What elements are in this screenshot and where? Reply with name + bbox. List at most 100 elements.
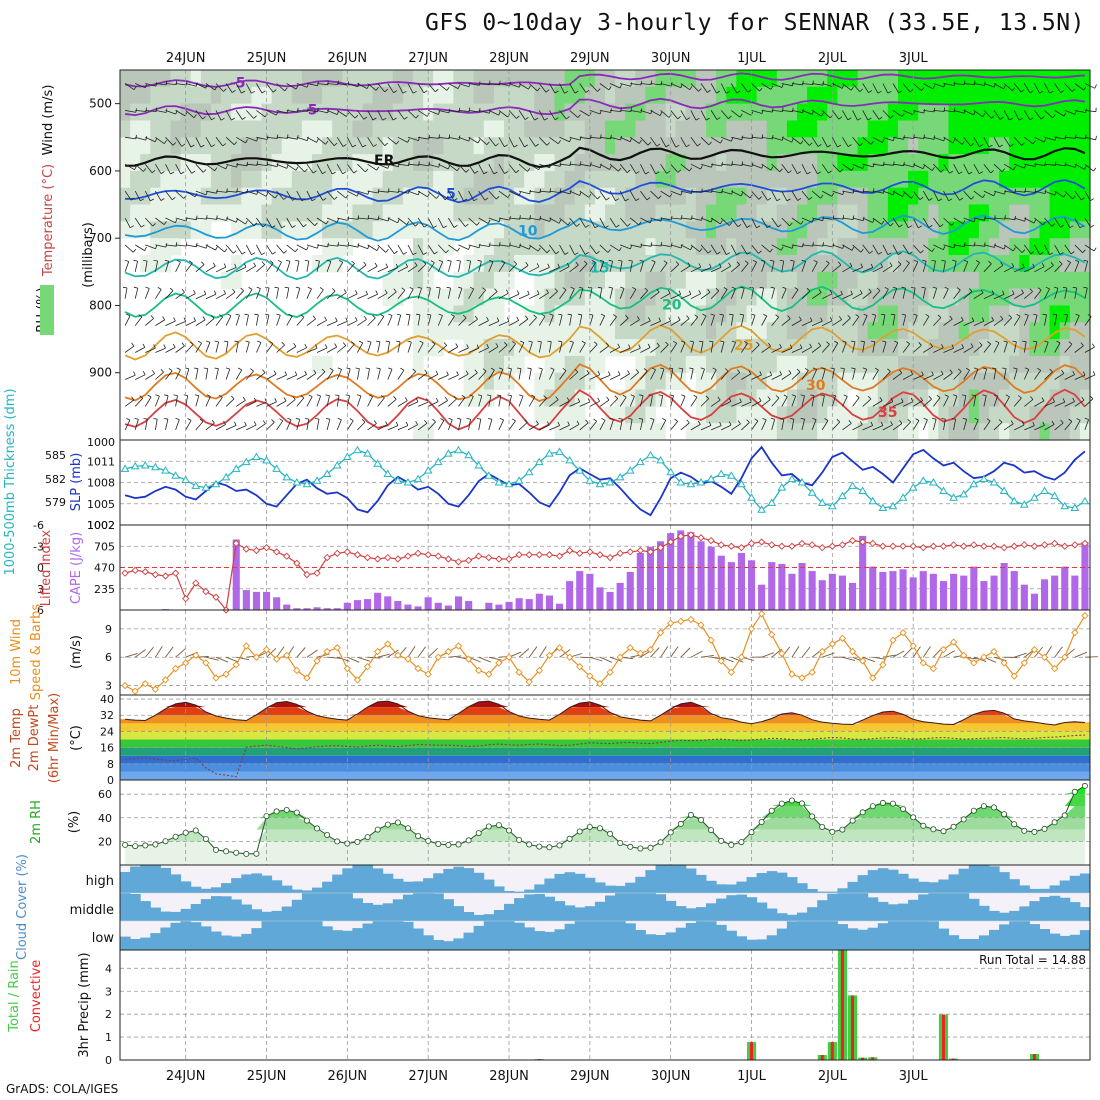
wind-barb [1054,244,1061,255]
surface-wind-barb [609,656,623,662]
rh-cell [625,288,636,306]
wind-barb [407,401,419,407]
wind-barb [660,395,663,407]
wind-barb [993,110,1001,120]
rh-cell [463,170,475,189]
wind-barb-flag [953,243,956,248]
wind-barb [306,260,310,272]
wind-barb-flag [404,116,408,120]
wind-barb-flag [528,340,533,343]
wind-barb-flag [596,250,600,255]
rh-cell [594,423,606,441]
wind-barb-flag [426,313,431,316]
cape-bar [778,563,786,610]
rh-cell [1079,238,1091,256]
wind-barb-flag [880,313,885,316]
wind-barb [730,314,734,326]
wind-barb-flag [617,343,621,348]
rh-cell [1079,154,1091,172]
wind-barb [629,289,637,299]
rh-cell [989,204,1000,222]
rh-cell [989,372,1000,391]
wind-barb [761,345,771,353]
day-gridlines [185,70,914,440]
wind-barb [953,110,965,114]
rh-cell [413,103,424,121]
lifted-index-marker [667,538,675,546]
rh-cell [675,86,687,105]
wind-barb-flag [648,394,653,396]
rh-cell [564,423,576,441]
wind-barb-flag [832,82,835,87]
rh-cell [847,187,859,206]
wind-barb [892,342,899,353]
rh-cell [938,86,950,105]
rh-cell [817,137,828,155]
wind-barb [811,261,818,272]
rh-cell [887,137,899,155]
rh-cell [867,322,879,340]
rh-cell [999,389,1010,407]
wind-barb [155,347,166,353]
wind-barb [367,244,378,251]
wind-barb [326,190,335,200]
rh-cell [989,355,1000,374]
wind-barb-flag [987,341,991,345]
rh-cell [251,103,263,121]
wind-barb [296,374,307,380]
wind-barb [711,163,722,167]
rh-cell [453,187,465,206]
wind-barb [862,244,870,254]
wind-barb-flag [214,340,219,343]
wind-barb [922,217,930,228]
cape-bar [849,582,857,610]
rh-cell [695,103,707,121]
rh-cell [877,187,889,206]
rh-cell [635,120,646,138]
wind-barb [195,342,202,353]
lifted-index-marker [475,552,483,560]
wind-barb [215,424,226,431]
wind-barb-flag [404,397,408,401]
rh-cell [948,204,960,222]
wind-barb-flag [126,418,131,421]
rh-cell [1039,423,1051,441]
wind-barb-flag [840,367,845,369]
rh-cell [948,187,960,206]
wind-barb-flag [650,417,655,420]
wind-barb [963,164,970,175]
wind-barb [872,290,881,299]
wind-barb [882,217,891,227]
rh-cell [554,372,566,391]
wind-barb [539,397,547,407]
thickness-marker [252,452,261,460]
rh-cell [1019,238,1030,256]
thickness-marker [231,464,241,472]
rh-cell [726,170,737,189]
lifted-index-marker [727,542,735,550]
wind-barb [1074,110,1086,113]
wind-barb [832,244,843,249]
rh-cell [887,70,899,88]
wind-barb [468,260,471,272]
wind-barb-flag [281,341,285,346]
wind-barb [912,83,922,91]
wind-barb-flag [593,418,597,422]
surface-wind-barb [518,648,530,658]
wind-barb-flag [168,368,173,372]
wind-barb [1064,287,1068,299]
wind-barb [296,317,305,326]
wind-barb [1074,420,1081,431]
rh-cell [958,355,970,374]
wind-barb [539,244,548,254]
wind-barb [933,260,936,272]
wind-barb [973,217,985,221]
wind-barb [872,110,880,120]
cape-bar [323,608,331,610]
wind-barb-flag [979,144,984,148]
wind-barb [377,266,388,273]
thickness-marker [908,483,918,491]
cape-bar [343,602,351,610]
wind-barb [205,342,211,353]
wind-barb-flag [828,170,832,174]
